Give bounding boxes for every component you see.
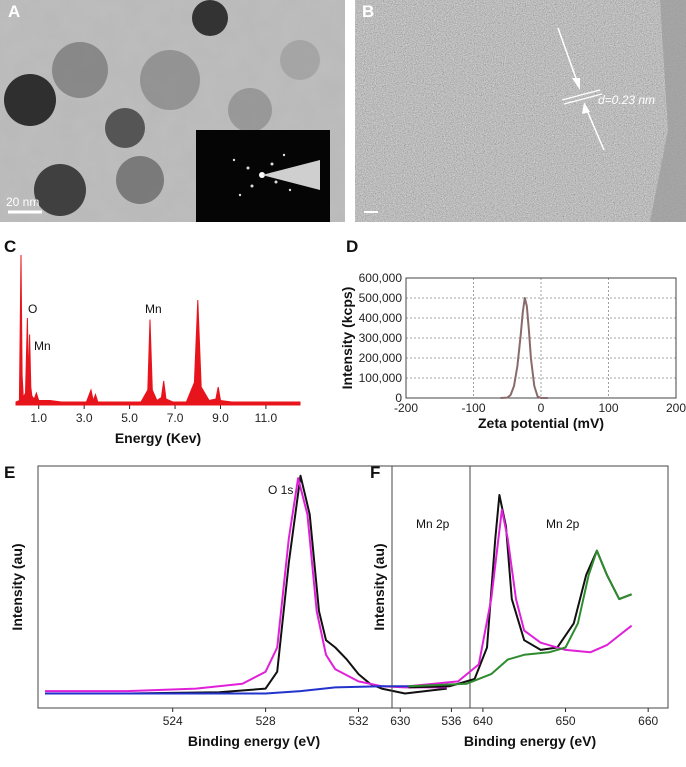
x-tick-label: -100 <box>461 401 485 415</box>
scale-bar-label: 20 nm <box>6 195 39 209</box>
peak-annotation: O 1s <box>268 483 293 497</box>
hrtem-image-b <box>355 0 686 222</box>
peak-annotation: Mn <box>34 339 51 353</box>
spectrum-area <box>15 254 301 406</box>
x-tick-label: 528 <box>256 714 276 728</box>
y-tick-label: 300,000 <box>359 331 403 345</box>
x-tick-label: 640 <box>473 714 493 728</box>
plot-frame <box>37 465 471 709</box>
x-tick-label: 630 <box>390 714 410 728</box>
y-axis-title: Intensity (au) <box>371 543 387 630</box>
series-line <box>408 549 632 688</box>
panel-label: C <box>4 237 16 256</box>
y-tick-label: 400,000 <box>359 311 403 325</box>
x-tick-label: 532 <box>349 714 369 728</box>
y-axis-title: Intensity (kcps) <box>339 287 355 390</box>
x-tick-label: 11.0 <box>255 411 278 425</box>
peak-annotation: Mn 2p <box>416 517 450 531</box>
x-tick-label: 3.0 <box>76 411 93 425</box>
y-axis-title: Intensity (au) <box>9 543 25 630</box>
panel-label: E <box>4 463 15 482</box>
x-tick-label: 660 <box>638 714 658 728</box>
y-tick-label: 200,000 <box>359 351 403 365</box>
x-tick-label: 0 <box>538 401 545 415</box>
x-axis-title: Zeta potential (mV) <box>478 415 604 431</box>
series-line <box>500 297 548 399</box>
panel-label: D <box>346 237 358 256</box>
x-tick-label: 200 <box>666 401 686 415</box>
y-tick-label: 600,000 <box>359 271 403 285</box>
panel-label: F <box>370 463 380 482</box>
x-tick-label: 536 <box>441 714 461 728</box>
series-line <box>45 477 447 693</box>
x-axis-title: Energy (Kev) <box>115 430 201 446</box>
y-tick-label: 100,000 <box>359 371 403 385</box>
x-tick-label: 524 <box>163 714 183 728</box>
x-axis-title: Binding energy (eV) <box>188 733 320 749</box>
y-tick-label: 0 <box>395 391 402 405</box>
x-tick-label: 1.0 <box>30 411 47 425</box>
x-tick-label: 5.0 <box>121 411 138 425</box>
series-line <box>45 685 447 695</box>
x-tick-label: 650 <box>556 714 576 728</box>
peak-annotation: Mn <box>145 302 162 316</box>
x-tick-label: 7.0 <box>167 411 184 425</box>
peak-annotation: Mn 2p <box>546 517 580 531</box>
peak-annotation: O <box>28 302 37 316</box>
plot-frame <box>391 465 669 709</box>
panel-label: A <box>8 2 20 21</box>
x-tick-label: -200 <box>394 401 418 415</box>
x-tick-label: 100 <box>598 401 618 415</box>
y-tick-label: 500,000 <box>359 291 403 305</box>
series-line <box>408 508 633 688</box>
x-axis-title: Binding energy (eV) <box>464 733 596 749</box>
tem-image-a <box>0 0 345 222</box>
lattice-annotation: d=0.23 nm <box>598 93 655 107</box>
x-tick-label: 9.0 <box>212 411 229 425</box>
panel-label: B <box>362 2 374 21</box>
